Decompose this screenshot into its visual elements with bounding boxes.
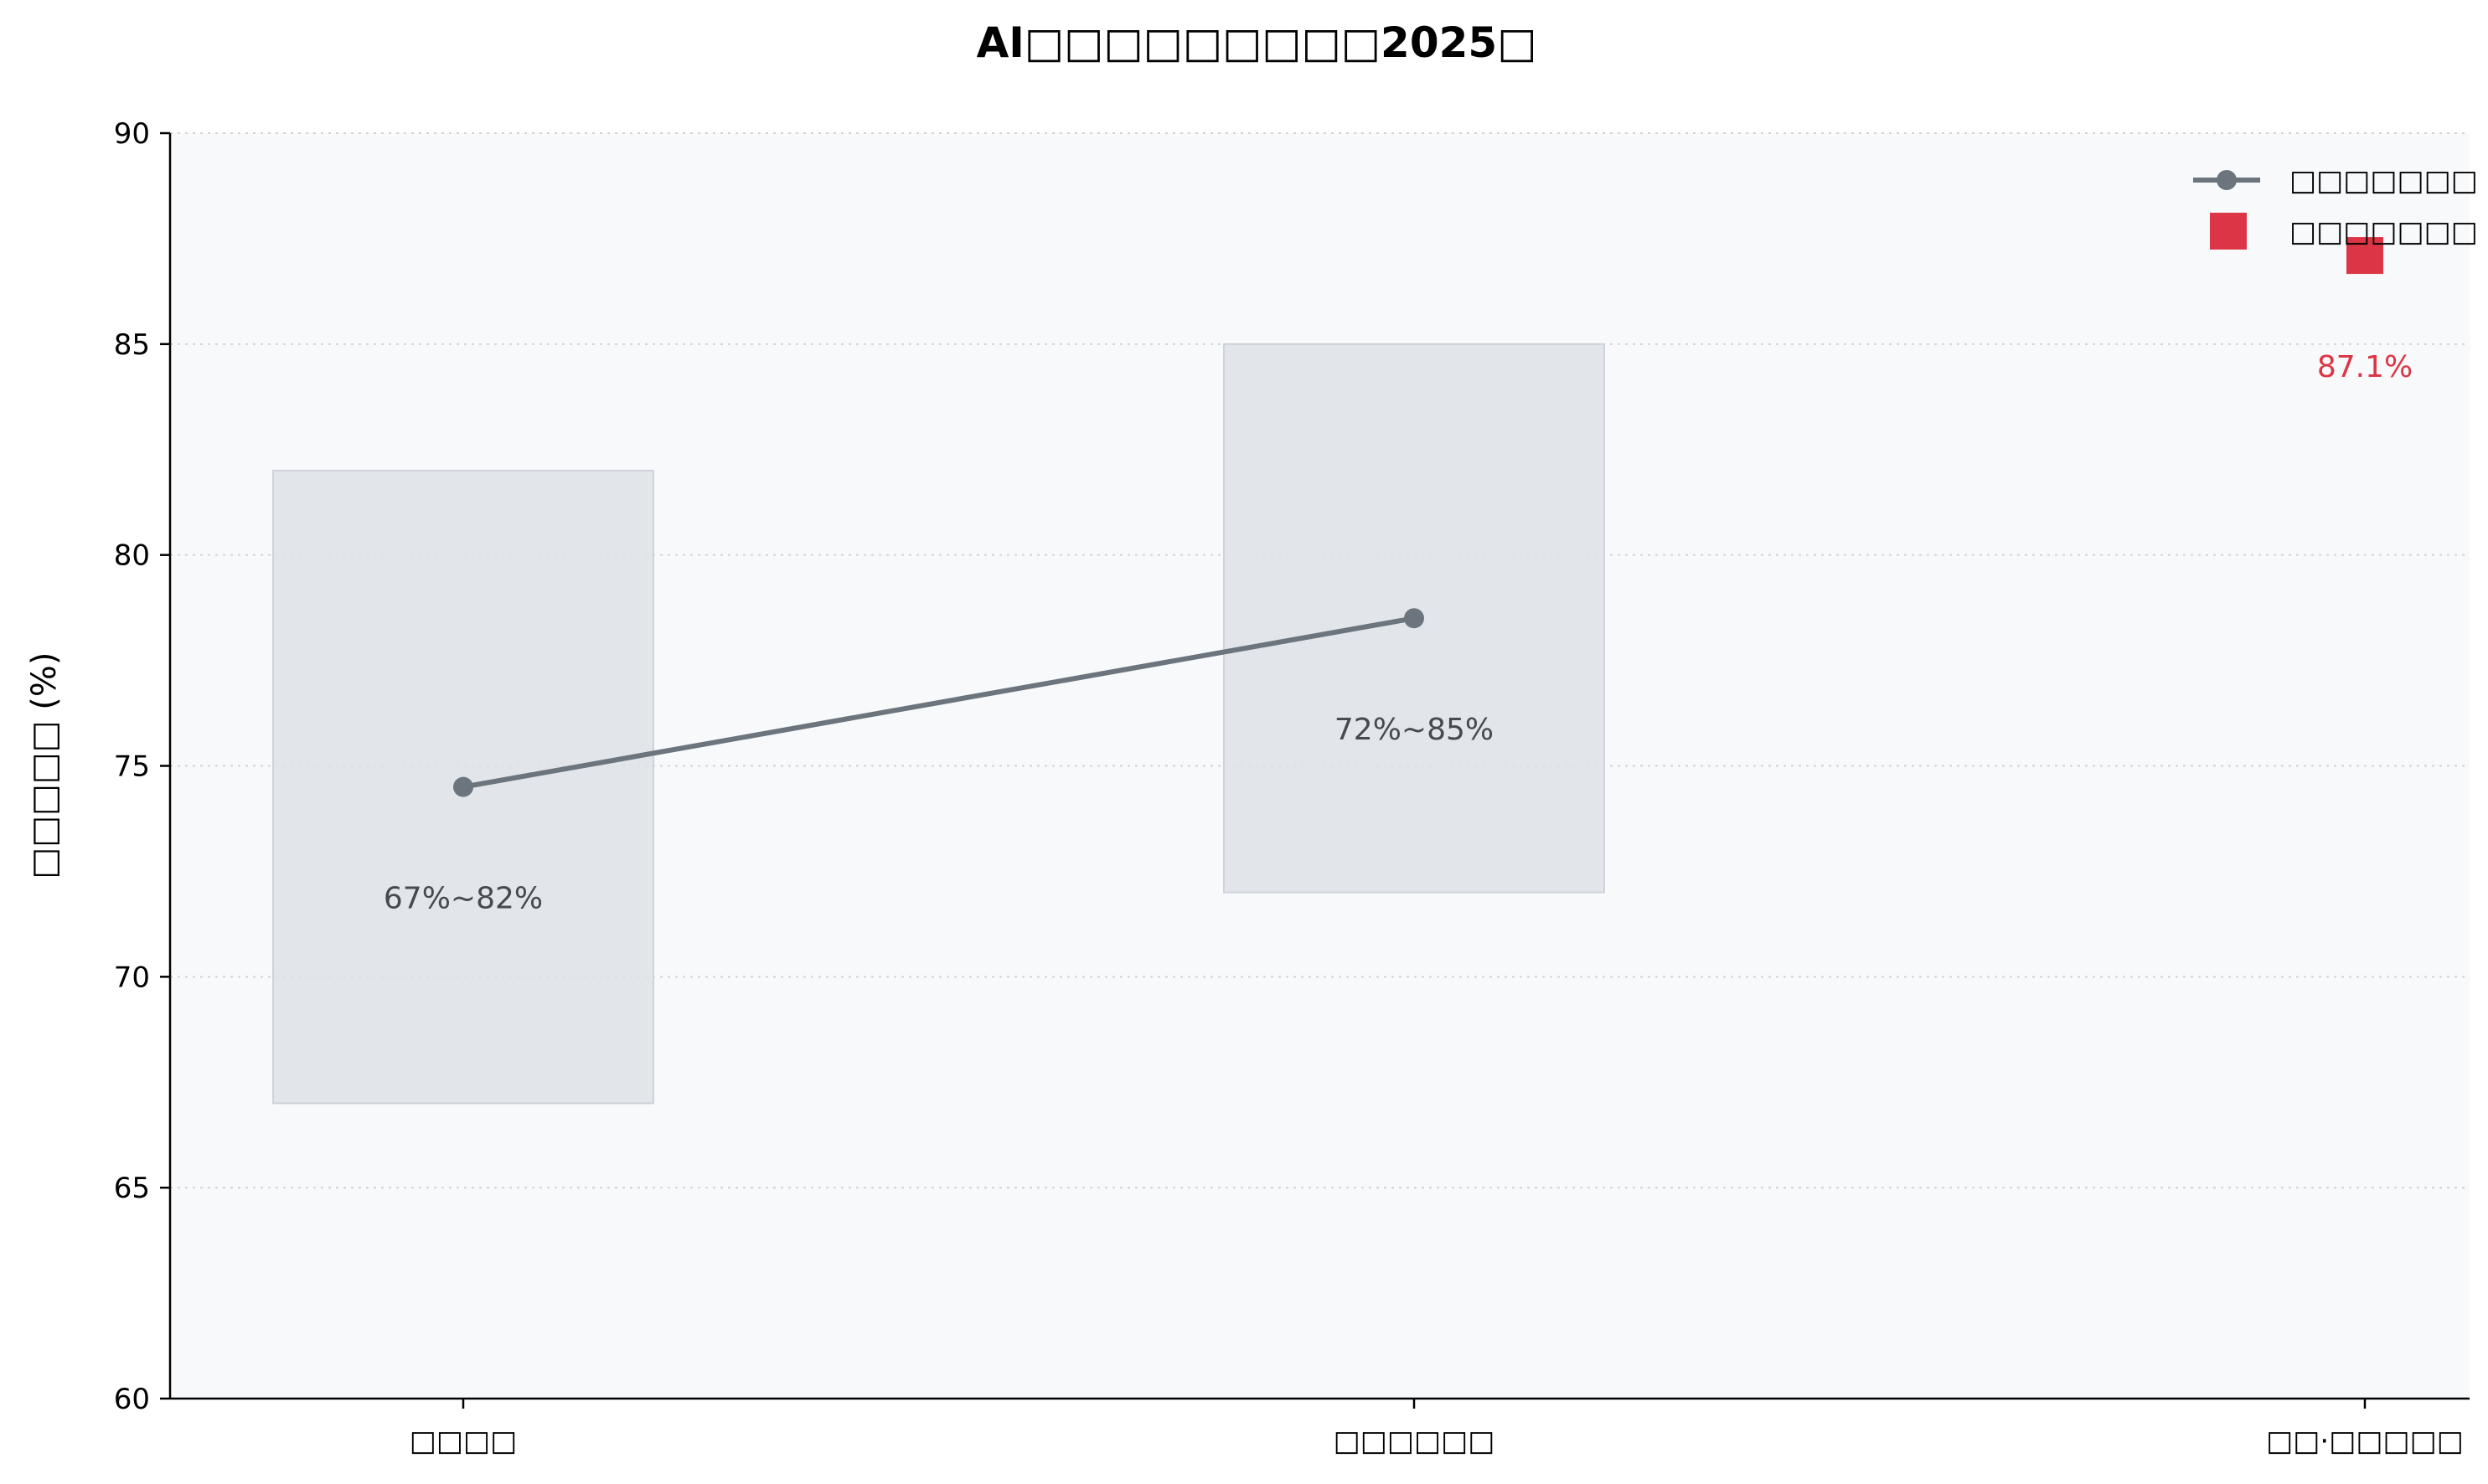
range-label: 67%~82% [384,882,543,916]
range-label: 72%~85% [1334,713,1494,747]
y-tick-label: 90 [114,117,150,151]
x-tick-label: □□□□□□ [1334,1425,1495,1458]
highlight-point [2346,237,2383,275]
y-tick-label: 75 [114,750,150,784]
y-tick-label: 80 [114,539,150,573]
y-ticks: 60 65 70 75 80 85 90 [114,117,170,1416]
legend-square-label: □□□□□□□ [2289,215,2478,249]
legend: □□□□□□□ □□□□□□□ [2193,164,2478,250]
line-point [1404,608,1424,629]
x-ticks: □□□□ □□□□□□ □□·□□□□□ [410,1399,2464,1458]
x-tick-label: □□□□ [410,1425,518,1458]
grid-lines [170,132,2470,1189]
x-tick-label: □□·□□□□□ [2266,1425,2464,1458]
y-tick-label: 60 [114,1383,150,1416]
y-axis-label: □□□□□ (%) [25,652,64,879]
chart-title: AI□□□□□□□□□2025□ [977,18,1537,67]
line-point [453,776,473,797]
y-tick-label: 70 [114,961,150,994]
legend-square-swatch [2210,213,2247,250]
series-line [462,616,1415,790]
highlight-label: 87.1% [2317,350,2413,384]
y-tick-label: 65 [114,1172,150,1205]
legend-line-label: □□□□□□□ [2289,164,2478,198]
legend-line-marker [2217,170,2237,190]
data-labels: 87.1% 67%~82% 72%~85% [384,350,2413,916]
y-tick-label: 85 [114,328,150,362]
series [453,237,2383,797]
